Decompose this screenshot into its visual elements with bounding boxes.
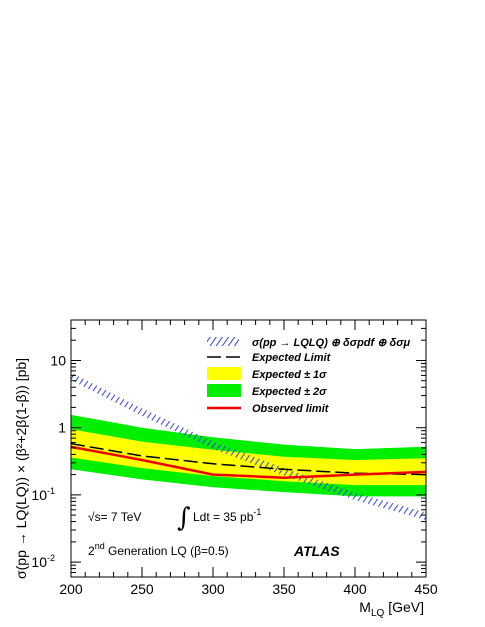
y-tick-label: 10-2 bbox=[31, 553, 55, 570]
x-tick-label: 400 bbox=[343, 581, 367, 597]
y-tick-label: 10 bbox=[50, 353, 66, 369]
legend-item-two-sigma: Expected ± 2σ bbox=[207, 384, 327, 398]
generation-label: 2nd Generation LQ (β=0.5) bbox=[88, 541, 229, 558]
y-tick-label: 10-1 bbox=[31, 486, 55, 503]
legend-theory-label: σ(pp → LQLQ) ⊕ δσpdf ⊕ δσμ bbox=[252, 337, 411, 349]
legend-one-sigma-swatch bbox=[207, 367, 241, 380]
integral-sign: ∫ bbox=[177, 503, 191, 533]
legend-item-expected: Expected Limit bbox=[207, 352, 332, 364]
legend-item-observed: Observed limit bbox=[207, 403, 330, 415]
legend-observed-label: Observed limit bbox=[252, 403, 330, 415]
legend-theory-swatch bbox=[207, 337, 239, 346]
x-axis-title: MLQ [GeV] bbox=[359, 599, 424, 619]
legend-two-sigma-label: Expected ± 2σ bbox=[252, 386, 327, 398]
y-axis-title: σ(pp → LQ(LQ)) × (β²+2β(1-β)) [pb] bbox=[13, 358, 29, 579]
x-tick-label: 200 bbox=[59, 581, 83, 597]
x-tick-label: 350 bbox=[272, 581, 296, 597]
legend-expected-label: Expected Limit bbox=[252, 352, 332, 364]
legend-two-sigma-swatch bbox=[207, 384, 241, 397]
legend-one-sigma-label: Expected ± 1σ bbox=[252, 369, 327, 381]
tick-labels: 200 250 300 350 400 450 1 10 10-1 10-2 bbox=[31, 353, 437, 598]
data-layer bbox=[71, 372, 426, 520]
legend-item-theory: σ(pp → LQLQ) ⊕ δσpdf ⊕ δσμ bbox=[207, 337, 411, 349]
legend-item-one-sigma: Expected ± 1σ bbox=[207, 367, 327, 381]
legend: σ(pp → LQLQ) ⊕ δσpdf ⊕ δσμ Expected Limi… bbox=[207, 337, 411, 415]
tick-layer bbox=[70, 319, 427, 578]
plot-frame bbox=[70, 319, 427, 578]
x-tick-label: 450 bbox=[414, 581, 438, 597]
line-observed-limit bbox=[71, 445, 426, 479]
x-tick-label: 250 bbox=[130, 581, 154, 597]
band-theory-cross-section bbox=[71, 372, 426, 520]
energy-label: √s= 7 TeV bbox=[88, 510, 141, 524]
luminosity-label: Ldt = 35 pb-1 bbox=[193, 507, 261, 524]
y-tick-label: 1 bbox=[58, 420, 66, 436]
x-tick-label: 300 bbox=[201, 581, 225, 597]
experiment-label: ATLAS bbox=[293, 543, 340, 559]
